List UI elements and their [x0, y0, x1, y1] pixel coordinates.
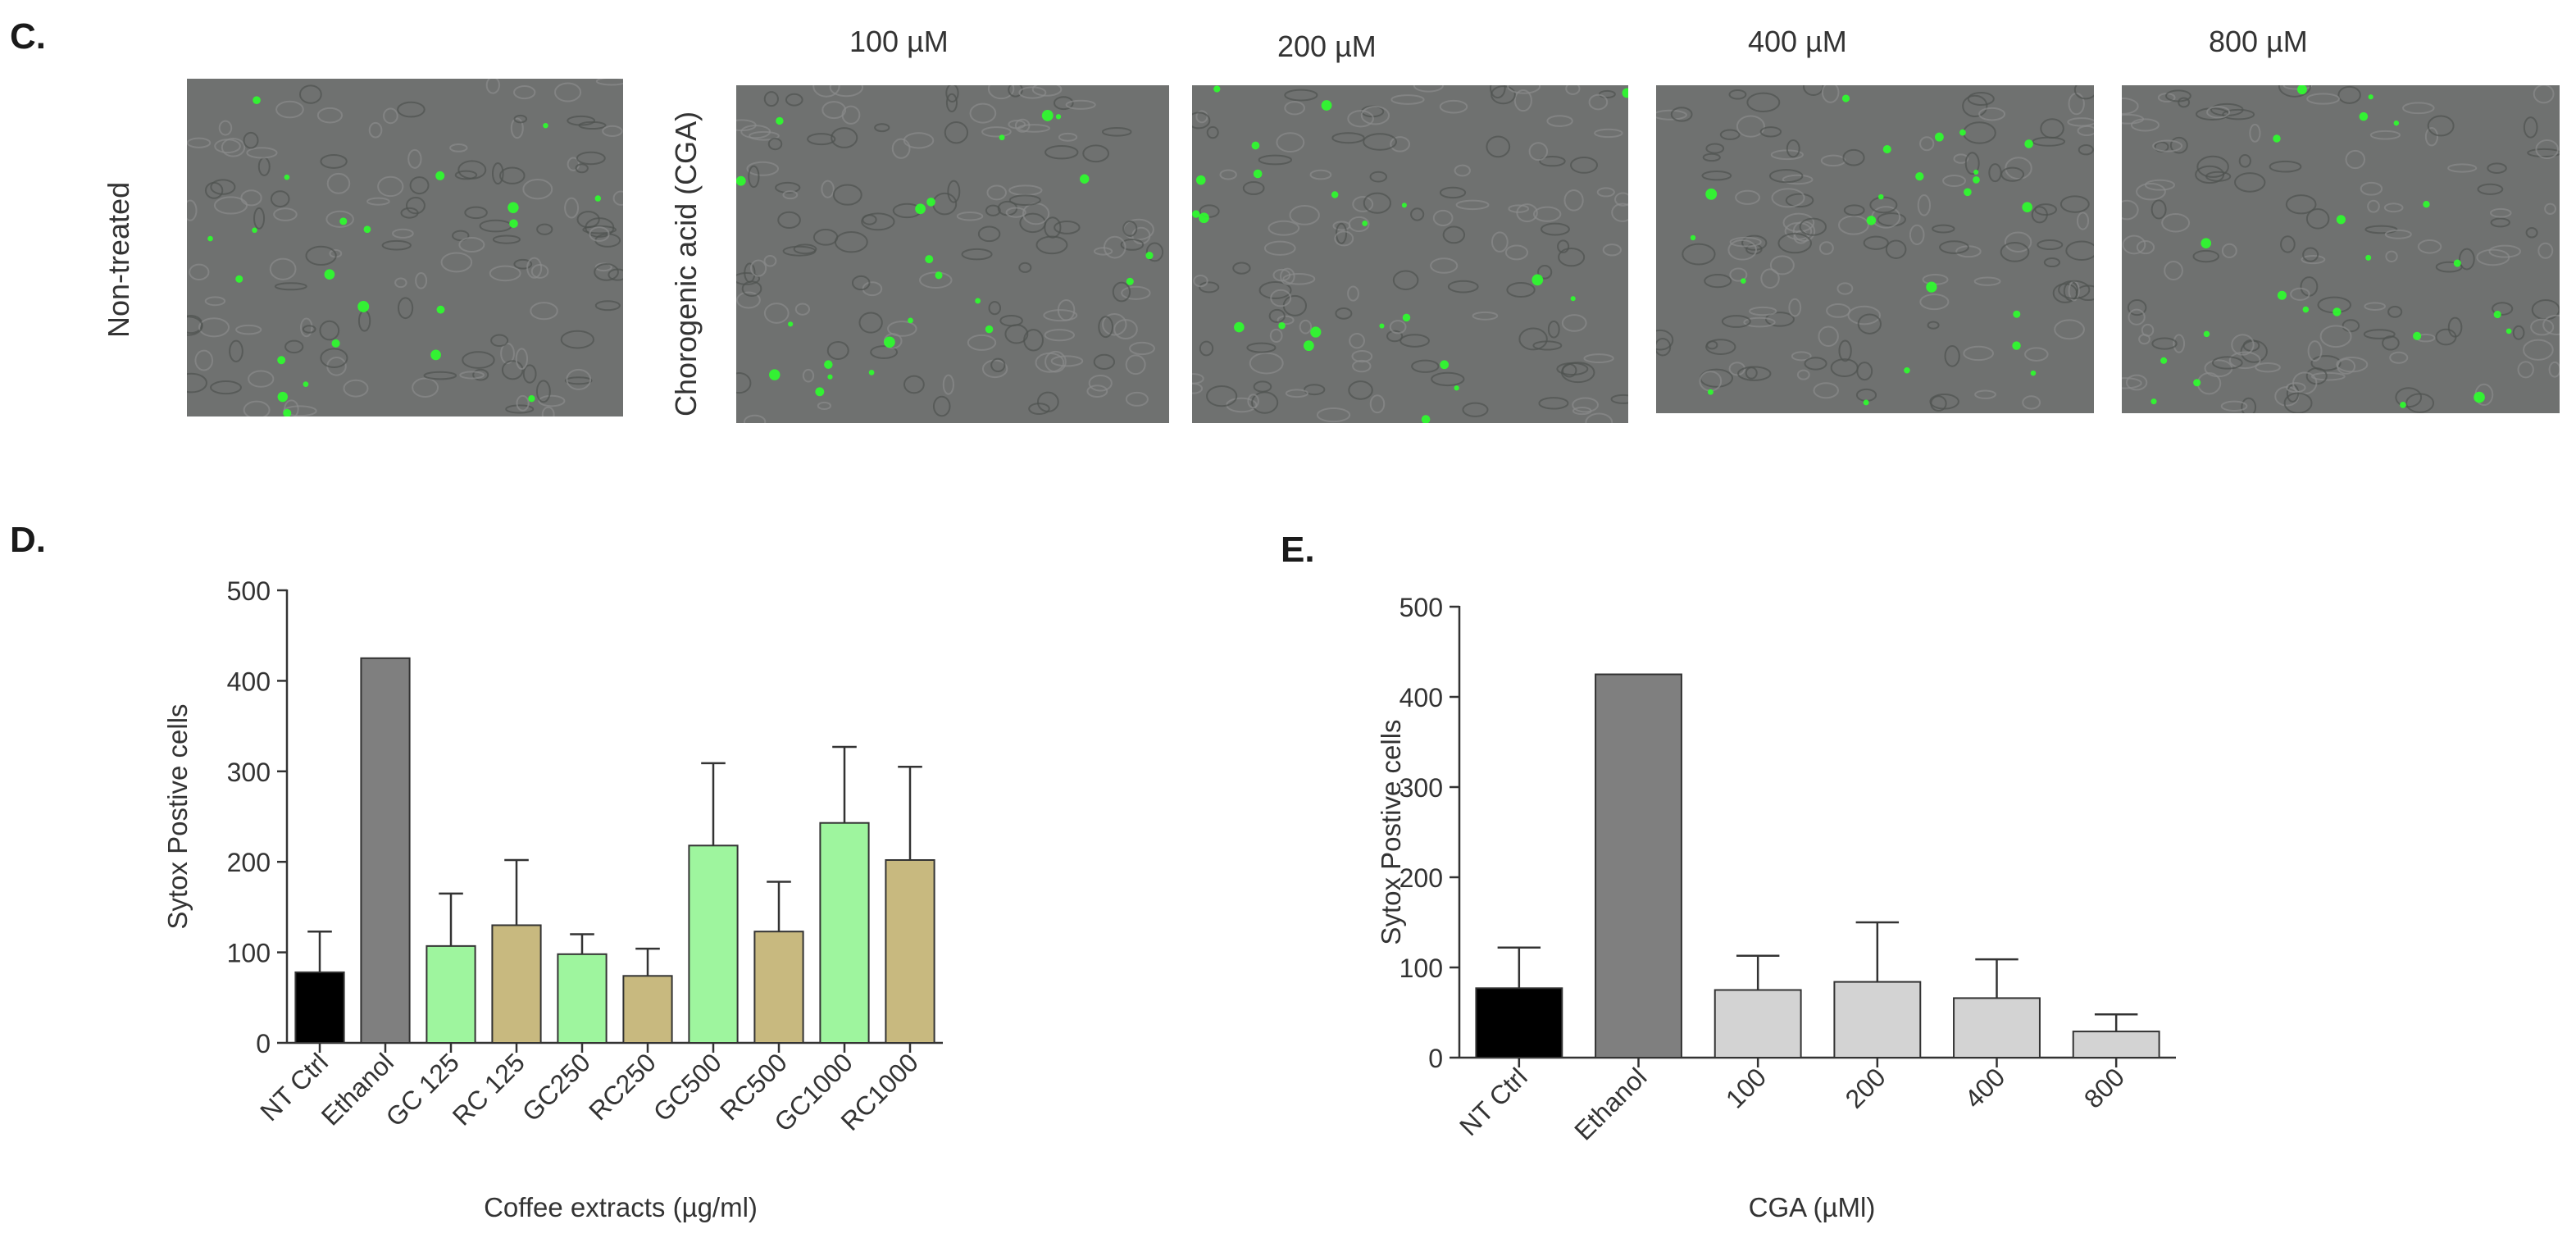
- chart-e-bar-0: [1475, 987, 1563, 1059]
- chart-d-y-tick-label: 100: [227, 939, 271, 968]
- concentration-label-400: 400 µM: [1748, 25, 1847, 58]
- panel-d-letter: D.: [10, 520, 46, 560]
- chart-e-y-tick-label: 300: [1400, 773, 1443, 803]
- panel-c-letter: C.: [10, 16, 46, 57]
- micrograph-texture: [187, 79, 623, 416]
- chart-e-y-tick-label: 0: [1428, 1044, 1443, 1073]
- chart-e-y-tick-label: 400: [1400, 683, 1443, 712]
- chart-e-x-label: CGA (µMl): [1749, 1192, 1876, 1222]
- chart-e-x-tick-label-0: NT Ctrl: [1454, 1062, 1533, 1141]
- chart-e-y-tick-label: 100: [1400, 954, 1443, 983]
- chart-d-y-tick-label: 300: [227, 758, 271, 787]
- micrograph-texture: [2122, 85, 2560, 413]
- chart-d-y-tick-label: 500: [227, 576, 271, 606]
- chart-e-bar-3: [1833, 981, 1922, 1058]
- chart-e-bar-1: [1595, 673, 1682, 1058]
- micrograph-cga-100: [736, 85, 1169, 423]
- chart-e-x-tick-label-4: 400: [1959, 1062, 2010, 1113]
- chart-d-bar-8: [819, 822, 870, 1045]
- chart-e-y-tick-label: 200: [1400, 863, 1443, 893]
- chart-e-x-tick-label-3: 200: [1840, 1062, 1891, 1113]
- chart-d-bar-3: [491, 924, 542, 1044]
- chart-e-x-tick-label-5: 800: [2078, 1062, 2130, 1113]
- micrograph-cga-400: [1656, 85, 2094, 413]
- micrograph-non-treated: [187, 79, 623, 416]
- chart-e-x-tick-label-2: 100: [1720, 1062, 1772, 1113]
- micrograph-cga-200: [1192, 85, 1628, 423]
- micrograph-texture: [736, 85, 1164, 423]
- chart-e-bar-4: [1953, 997, 2041, 1059]
- concentration-label-800: 800 µM: [2209, 25, 2308, 58]
- chart-e-x-tick-label-1: Ethanol: [1568, 1062, 1652, 1145]
- micrograph-texture: [1192, 85, 1628, 423]
- chart-d-y-tick-label: 0: [256, 1029, 271, 1058]
- chart-d-y-tick-label: 400: [227, 667, 271, 696]
- chart-d-y-tick-label: 200: [227, 848, 271, 877]
- micrograph-cga-800: [2122, 85, 2560, 413]
- chart-e-y-label: Sytox Postive cells: [1376, 719, 1406, 944]
- chart-d-x-label: Coffee extracts (µg/ml): [484, 1192, 758, 1222]
- panel-e-letter: E.: [1281, 530, 1315, 570]
- chart-d-bar-4: [557, 953, 608, 1044]
- concentration-label-200: 200 µM: [1277, 30, 1377, 63]
- chart-e-bar-5: [2072, 1031, 2160, 1058]
- chart-e-y-tick-label: 500: [1400, 593, 1443, 622]
- micrograph-texture: [1656, 85, 2094, 412]
- concentration-label-100: 100 µM: [849, 25, 949, 58]
- chart-d-bar-9: [885, 858, 935, 1044]
- chart-d-bar-6: [688, 844, 739, 1044]
- chart-d-bar-1: [360, 657, 411, 1044]
- chart-d-y-label: Sytox Postive cells: [162, 703, 193, 929]
- chart-e-bar-2: [1714, 989, 1802, 1058]
